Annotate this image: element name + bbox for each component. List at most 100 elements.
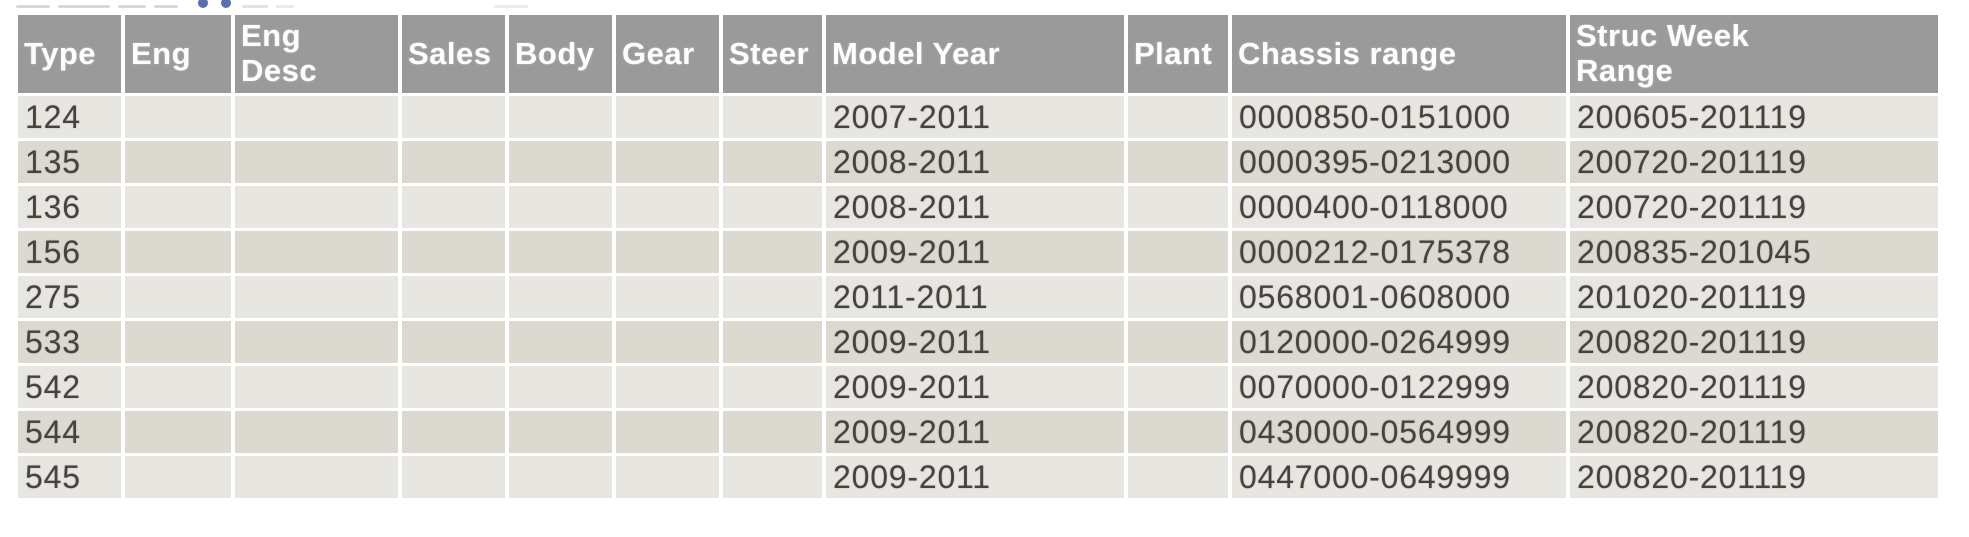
cell-chassis-range: 0447000-0649999: [1232, 456, 1566, 498]
cell-eng-desc: [235, 321, 398, 363]
cell-steer: [723, 231, 822, 273]
cell-sales: [402, 366, 505, 408]
cell-eng-desc: [235, 231, 398, 273]
cell-struc-week-range: 200835-201045: [1570, 231, 1938, 273]
cell-body: [509, 411, 612, 453]
cell-chassis-range: 0000395-0213000: [1232, 141, 1566, 183]
cell-steer: [723, 96, 822, 138]
cell-gear: [616, 276, 719, 318]
cell-model-year: 2011-2011: [826, 276, 1124, 318]
cell-model-year: 2009-2011: [826, 366, 1124, 408]
model-type-table: Type Eng Eng Desc Sales Body Gear Steer Model Y…: [14, 12, 1942, 501]
table-header: Type Eng Eng Desc Sales Body Gear Steer Model Y…: [18, 15, 1938, 93]
cell-gear: [616, 366, 719, 408]
cell-gear: [616, 321, 719, 363]
cell-sales: [402, 456, 505, 498]
cell-sales: [402, 231, 505, 273]
cell-plant: [1128, 411, 1228, 453]
cell-body: [509, 96, 612, 138]
cell-type: 156: [18, 231, 121, 273]
cell-eng-desc: [235, 366, 398, 408]
cell-body: [509, 366, 612, 408]
table-body: 124 2007-2011 0000850-0151000 200605-201119…: [18, 96, 1938, 498]
table-row: 533 2009-2011 0120000-0264999 200820-201119: [18, 321, 1938, 363]
cell-gear: [616, 231, 719, 273]
cell-body: [509, 231, 612, 273]
cell-body: [509, 186, 612, 228]
cell-sales: [402, 411, 505, 453]
table-row: 135 2008-2011 0000395-0213000 200720-201119: [18, 141, 1938, 183]
table-row: 275 2011-2011 0568001-0608000 201020-201119: [18, 276, 1938, 318]
cell-type: 275: [18, 276, 121, 318]
table-row: 136 2008-2011 0000400-0118000 200720-201119: [18, 186, 1938, 228]
cell-plant: [1128, 141, 1228, 183]
cell-gear: [616, 96, 719, 138]
cell-type: 544: [18, 411, 121, 453]
cell-eng: [125, 186, 231, 228]
cell-type: 136: [18, 186, 121, 228]
cell-struc-week-range: 200820-201119: [1570, 321, 1938, 363]
cell-steer: [723, 411, 822, 453]
cell-plant: [1128, 366, 1228, 408]
cell-eng-desc: [235, 96, 398, 138]
cell-type: 542: [18, 366, 121, 408]
cell-chassis-range: 0000850-0151000: [1232, 96, 1566, 138]
cell-gear: [616, 186, 719, 228]
column-header-gear: Gear: [616, 15, 719, 93]
cell-sales: [402, 276, 505, 318]
cell-struc-week-range: 201020-201119: [1570, 276, 1938, 318]
column-header-body: Body: [509, 15, 612, 93]
clipped-text-fragment: [242, 5, 268, 8]
column-header-struc-week-range: Struc Week Range: [1570, 15, 1938, 93]
cell-eng-desc: [235, 186, 398, 228]
cell-body: [509, 276, 612, 318]
column-header-eng: Eng: [125, 15, 231, 93]
cell-plant: [1128, 456, 1228, 498]
cell-plant: [1128, 186, 1228, 228]
cell-struc-week-range: 200820-201119: [1570, 456, 1938, 498]
cell-plant: [1128, 276, 1228, 318]
cell-steer: [723, 366, 822, 408]
clipped-text-fragment: [154, 5, 178, 8]
cell-chassis-range: 0070000-0122999: [1232, 366, 1566, 408]
cell-eng: [125, 456, 231, 498]
table-row: 124 2007-2011 0000850-0151000 200605-201119: [18, 96, 1938, 138]
cell-eng-desc: [235, 456, 398, 498]
column-header-type: Type: [18, 15, 121, 93]
cell-plant: [1128, 231, 1228, 273]
cell-chassis-range: 0000400-0118000: [1232, 186, 1566, 228]
column-header-plant: Plant: [1128, 15, 1228, 93]
cell-eng: [125, 276, 231, 318]
cell-plant: [1128, 96, 1228, 138]
cell-body: [509, 321, 612, 363]
cell-eng: [125, 96, 231, 138]
cell-steer: [723, 186, 822, 228]
column-header-model-year: Model Year: [826, 15, 1124, 93]
cell-eng: [125, 366, 231, 408]
cell-type: 545: [18, 456, 121, 498]
column-header-steer: Steer: [723, 15, 822, 93]
clipped-text-fragment: [276, 5, 294, 8]
cell-plant: [1128, 321, 1228, 363]
cell-chassis-range: 0000212-0175378: [1232, 231, 1566, 273]
clipped-text-top: [14, 0, 554, 10]
cell-gear: [616, 456, 719, 498]
cell-model-year: 2007-2011: [826, 96, 1124, 138]
cell-model-year: 2009-2011: [826, 456, 1124, 498]
column-header-chassis-range: Chassis range: [1232, 15, 1566, 93]
cell-model-year: 2009-2011: [826, 231, 1124, 273]
table-row: 544 2009-2011 0430000-0564999 200820-201119: [18, 411, 1938, 453]
cell-struc-week-range: 200820-201119: [1570, 411, 1938, 453]
cell-chassis-range: 0120000-0264999: [1232, 321, 1566, 363]
cell-eng-desc: [235, 141, 398, 183]
cell-gear: [616, 141, 719, 183]
clipped-link-dot-icon: [198, 0, 208, 8]
cell-struc-week-range: 200720-201119: [1570, 141, 1938, 183]
cell-struc-week-range: 200720-201119: [1570, 186, 1938, 228]
cell-body: [509, 141, 612, 183]
cell-body: [509, 456, 612, 498]
cell-struc-week-range: 200820-201119: [1570, 366, 1938, 408]
cell-gear: [616, 411, 719, 453]
cell-steer: [723, 276, 822, 318]
cell-model-year: 2008-2011: [826, 141, 1124, 183]
